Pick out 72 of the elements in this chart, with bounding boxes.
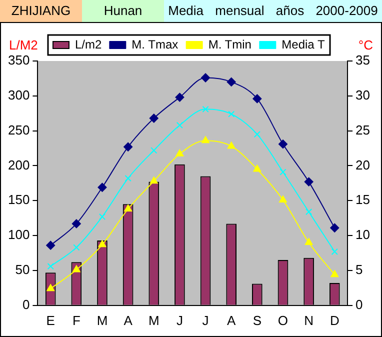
x-tick-label: J (202, 312, 209, 328)
x-tick-label: F (72, 312, 80, 328)
text: Media mensual años 2000-2009 (164, 0, 382, 22)
point (149, 114, 158, 123)
legend-label: L/m2 (74, 37, 102, 52)
point (72, 265, 80, 272)
legend-label: M. Tmax (132, 37, 178, 52)
point (202, 106, 209, 113)
y2-tick-label: 10 (356, 227, 370, 242)
y2-tick-label: 30 (356, 87, 370, 102)
point (253, 164, 262, 172)
point (73, 244, 80, 251)
point (304, 238, 313, 246)
y2-tick-label: 0 (356, 296, 363, 312)
x-tick-label: E (46, 312, 56, 328)
point (176, 149, 184, 156)
point (98, 213, 106, 220)
y-tick-label: 200 (8, 157, 30, 172)
point (124, 142, 133, 152)
point (330, 270, 339, 278)
x-tick-label: A (124, 312, 133, 328)
chart-title: ZHIJIANG (0, 0, 82, 22)
point (252, 94, 262, 104)
x-tick-label: M (96, 312, 108, 328)
y2-tick-label: 5 (356, 262, 363, 278)
y2-axis-title: °C (358, 38, 373, 53)
y2-tick-label: 35 (356, 52, 370, 68)
point (124, 174, 132, 182)
point (280, 168, 286, 176)
point (98, 182, 107, 192)
y-tick-label: 300 (8, 87, 30, 102)
point (279, 195, 287, 202)
legend-label: Media T (282, 37, 326, 52)
y2-tick-label: 20 (356, 157, 370, 172)
y-tick-label: 350 (8, 52, 30, 68)
point (150, 176, 158, 184)
point (278, 140, 288, 149)
point (98, 240, 106, 248)
point (176, 122, 184, 129)
y-axis-title: L/M2 (9, 38, 38, 53)
y-tick-label: 50 (15, 262, 30, 278)
x-tick-label: D (330, 312, 340, 328)
point (254, 130, 260, 138)
point (46, 240, 56, 250)
x-tick-label: O (278, 312, 288, 328)
legend-label: M. Tmin (208, 37, 252, 52)
y2-tick-label: 15 (356, 192, 370, 208)
y-tick-label: 250 (8, 122, 30, 138)
x-tick-label: N (304, 312, 314, 328)
point (226, 77, 236, 86)
point (201, 73, 210, 82)
point (227, 142, 236, 149)
point (305, 208, 312, 216)
x-tick-label: A (227, 312, 236, 328)
point (304, 177, 314, 186)
chart-subtitle: Hunan (82, 0, 164, 22)
y-tick-label: 150 (8, 192, 30, 208)
y2-tick-label: 25 (356, 122, 370, 138)
point (228, 110, 235, 118)
point (124, 204, 132, 212)
x-tick-label: M (148, 312, 160, 328)
y-tick-label: 0 (22, 296, 30, 312)
point (175, 92, 184, 102)
point (330, 223, 340, 232)
point (202, 136, 210, 144)
point (150, 147, 158, 154)
point (331, 248, 338, 255)
y-tick-label: 100 (8, 227, 30, 242)
point (72, 219, 81, 228)
x-tick-label: S (252, 312, 262, 328)
point (47, 262, 54, 270)
x-tick-label: J (176, 312, 183, 328)
